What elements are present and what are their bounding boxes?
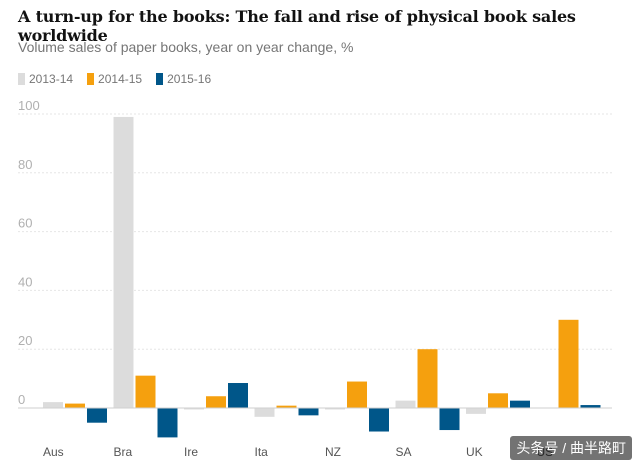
legend: 2013-14 2014-15 2015-16: [18, 72, 211, 86]
x-tick-label-sa: SA: [396, 445, 412, 459]
bar-ita-2014-15: [276, 405, 297, 408]
bar-ita-2013-14: [254, 408, 275, 417]
y-tick-label-100: 100: [18, 98, 40, 113]
bar-bra-2013-14: [113, 116, 134, 408]
bar-ire-2014-15: [206, 396, 226, 408]
bar-uk-2014-15: [488, 393, 508, 408]
bar-sa-2013-14: [395, 400, 416, 408]
legend-label-2014-15: 2014-15: [98, 72, 143, 86]
bar-sa-2014-15: [417, 349, 438, 408]
bar-nz-2013-14: [325, 408, 345, 410]
x-tick-label-bra: Bra: [114, 445, 133, 459]
bar-nz-2015-16: [369, 408, 389, 432]
y-tick-label-40: 40: [18, 274, 32, 289]
y-tick-label-0: 0: [18, 392, 25, 407]
legend-item-2015-16: 2015-16: [156, 72, 211, 86]
legend-label-2015-16: 2015-16: [167, 72, 212, 86]
bar-us-2014-15: [558, 319, 579, 408]
chart-subtitle: Volume sales of paper books, year on yea…: [18, 39, 354, 55]
bar-bra-2014-15: [135, 375, 156, 408]
y-tick-label-80: 80: [18, 157, 32, 172]
x-tick-label-ita: Ita: [255, 445, 269, 459]
legend-item-2014-15: 2014-15: [87, 72, 142, 86]
legend-swatch-2013-14: [18, 73, 25, 85]
chart-title: A turn-up for the books: The fall and ri…: [18, 7, 576, 45]
bar-aus-2015-16: [87, 408, 107, 423]
bar-uk-2015-16: [510, 400, 530, 408]
bar-ita-2015-16: [298, 408, 319, 416]
bar-aus-2014-15: [65, 403, 85, 408]
bar-aus-2013-14: [43, 402, 63, 408]
bar-sa-2015-16: [439, 408, 460, 431]
y-tick-label-20: 20: [18, 333, 32, 348]
x-tick-label-aus: Aus: [43, 445, 64, 459]
legend-swatch-2015-16: [156, 73, 164, 85]
bar-ire-2013-14: [184, 408, 204, 410]
bar-ire-2015-16: [228, 383, 248, 408]
legend-item-2013-14: 2013-14: [18, 72, 73, 86]
x-tick-label-uk: UK: [466, 445, 483, 459]
bar-bra-2015-16: [157, 408, 178, 438]
bar-nz-2014-15: [347, 381, 367, 408]
bar-uk-2013-14: [466, 408, 486, 414]
y-tick-label-60: 60: [18, 216, 32, 231]
legend-label-2013-14: 2013-14: [29, 72, 74, 86]
legend-swatch-2014-15: [87, 73, 95, 85]
x-tick-label-ire: Ire: [184, 445, 198, 459]
bar-us-2015-16: [580, 405, 601, 408]
x-tick-label-nz: NZ: [325, 445, 341, 459]
watermark: 头条号 / 曲半路町: [510, 436, 632, 460]
